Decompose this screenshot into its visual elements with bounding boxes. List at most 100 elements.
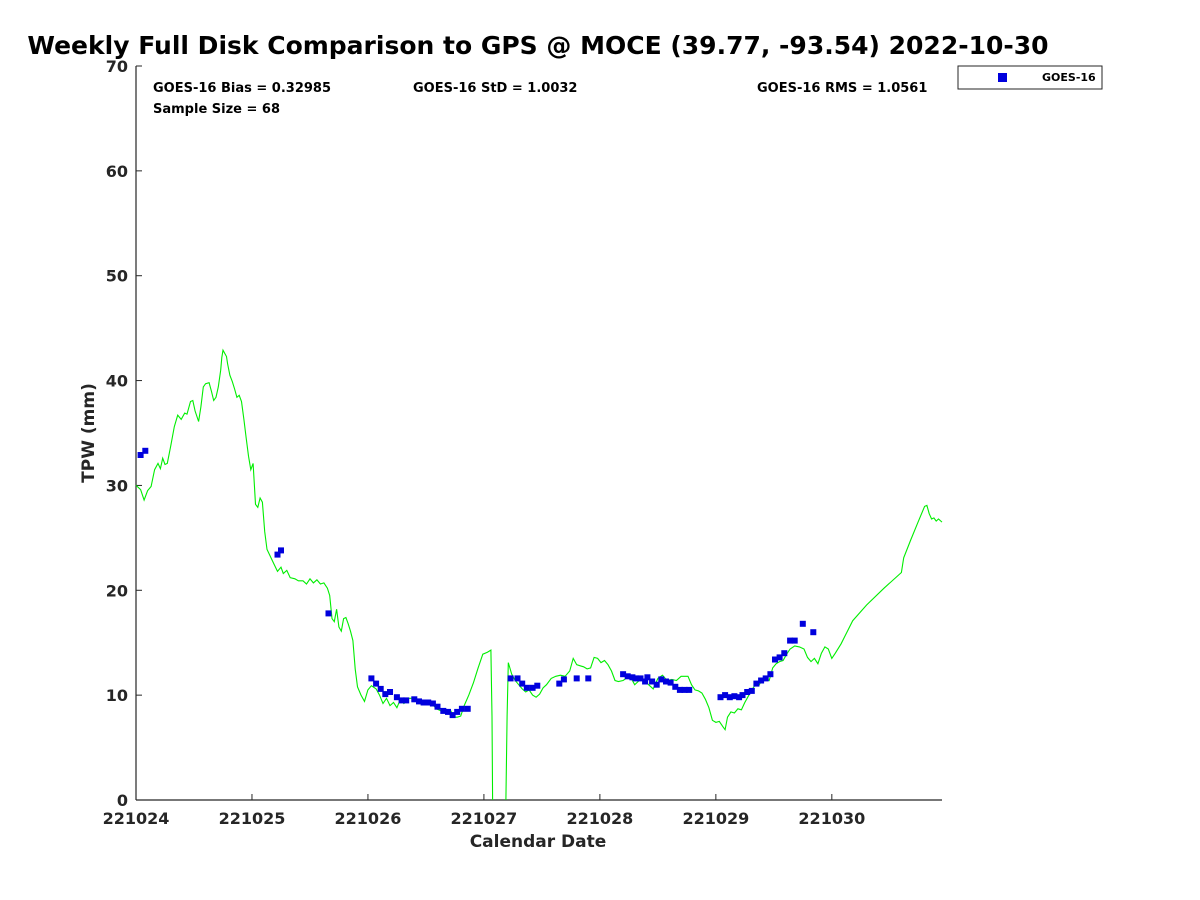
goes16-point bbox=[649, 678, 656, 685]
goes16-point bbox=[464, 705, 471, 712]
goes16-point bbox=[425, 699, 432, 706]
x-tick-label: 221029 bbox=[682, 809, 749, 828]
goes16-point bbox=[791, 637, 798, 644]
y-axis-ticks: 0 10 20 30 40 50 60 70 bbox=[106, 57, 142, 810]
goes16-point bbox=[560, 676, 567, 683]
goes16-point bbox=[772, 656, 778, 663]
goes16-point bbox=[519, 680, 526, 687]
goes16-point bbox=[523, 684, 530, 691]
goes16-point bbox=[325, 610, 332, 617]
goes16-point bbox=[382, 691, 389, 698]
y-tick-label: 50 bbox=[106, 267, 128, 286]
goes16-point bbox=[681, 686, 688, 693]
goes16-point bbox=[731, 693, 738, 700]
gps-line-segment bbox=[505, 504, 943, 801]
x-tick-label: 221028 bbox=[566, 809, 633, 828]
goes16-point bbox=[667, 679, 674, 686]
y-tick-label: 0 bbox=[117, 791, 128, 810]
goes16-point bbox=[377, 685, 384, 692]
goes16-point bbox=[278, 547, 284, 554]
goes16-point bbox=[672, 683, 679, 690]
goes16-point bbox=[585, 675, 592, 682]
goes16-point bbox=[637, 675, 644, 682]
goes16-point bbox=[373, 680, 380, 687]
goes16-point bbox=[274, 551, 281, 558]
goes16-point bbox=[776, 654, 783, 661]
goes16-point bbox=[717, 694, 724, 701]
goes16-point bbox=[556, 680, 563, 687]
goes16-point bbox=[368, 675, 375, 682]
goes16-point bbox=[658, 676, 665, 683]
goes16-point bbox=[787, 637, 794, 644]
goes16-point bbox=[781, 650, 788, 657]
goes16-point bbox=[663, 678, 669, 685]
goes16-point bbox=[507, 675, 514, 682]
goes16-point bbox=[420, 699, 427, 706]
y-axis-label: TPW (mm) bbox=[79, 383, 99, 483]
goes16-point bbox=[676, 686, 683, 693]
goes16-point bbox=[810, 629, 817, 636]
goes16-point bbox=[454, 708, 461, 715]
x-axis-ticks: 221024 221025 221026 221027 221028 221029 2210… bbox=[103, 794, 865, 828]
goes16-point bbox=[744, 689, 751, 695]
goes16-point bbox=[767, 671, 774, 678]
y-tick-label: 70 bbox=[106, 57, 128, 76]
goes16-point bbox=[411, 696, 418, 703]
goes16-point bbox=[624, 673, 631, 680]
std-stat: GOES-16 StD = 1.0032 bbox=[413, 81, 577, 96]
goes16-point bbox=[762, 675, 769, 682]
goes16-point bbox=[653, 681, 660, 688]
goes16-point bbox=[620, 671, 627, 678]
goes16-point bbox=[753, 680, 760, 687]
goes16-point bbox=[686, 686, 693, 693]
y-tick-label: 60 bbox=[106, 162, 128, 181]
goes16-point bbox=[434, 703, 441, 710]
y-tick-label: 20 bbox=[106, 581, 128, 600]
goes16-point bbox=[748, 687, 755, 694]
legend-label-goes16: GOES-16 bbox=[1042, 71, 1096, 84]
goes16-point bbox=[142, 447, 149, 454]
chart-title: Weekly Full Disk Comparison to GPS @ MOC… bbox=[27, 31, 1048, 60]
y-tick-label: 10 bbox=[106, 686, 128, 705]
goes16-point bbox=[629, 674, 636, 681]
x-tick-label: 221027 bbox=[451, 809, 518, 828]
x-tick-label: 221025 bbox=[219, 809, 286, 828]
goes16-point bbox=[726, 694, 733, 701]
goes16-point bbox=[445, 708, 451, 715]
x-tick-label: 221030 bbox=[798, 809, 865, 828]
rms-stat: GOES-16 RMS = 1.0561 bbox=[757, 81, 927, 96]
goes16-point bbox=[440, 707, 447, 714]
plot-axes bbox=[135, 66, 942, 801]
legend-marker-goes16 bbox=[998, 73, 1007, 82]
x-axis-label: Calendar Date bbox=[470, 832, 607, 852]
sample-size-stat: Sample Size = 68 bbox=[153, 102, 280, 117]
goes16-point bbox=[458, 705, 465, 712]
goes16-point bbox=[739, 692, 746, 699]
goes16-point bbox=[529, 684, 536, 691]
x-tick-label: 221024 bbox=[103, 809, 170, 828]
goes16-point bbox=[449, 712, 456, 719]
goes16-point bbox=[644, 674, 651, 681]
goes16-point bbox=[429, 700, 436, 707]
goes16-point bbox=[416, 698, 422, 705]
goes16-point bbox=[137, 452, 144, 458]
x-tick-label: 221026 bbox=[335, 809, 402, 828]
goes16-point bbox=[534, 682, 541, 689]
goes16-point bbox=[642, 678, 649, 685]
goes16-point bbox=[393, 694, 400, 701]
bias-stat: GOES-16 Bias = 0.32985 bbox=[153, 81, 331, 96]
goes16-points bbox=[137, 447, 817, 719]
y-tick-label: 40 bbox=[106, 372, 128, 391]
legend: GOES-16 bbox=[957, 65, 1103, 90]
goes16-point bbox=[403, 697, 410, 704]
goes16-point bbox=[736, 694, 743, 701]
goes16-point bbox=[398, 697, 405, 704]
goes16-point bbox=[758, 677, 765, 684]
y-tick-label: 30 bbox=[106, 476, 128, 495]
goes16-point bbox=[387, 689, 393, 695]
goes16-point bbox=[722, 692, 729, 699]
goes16-point bbox=[799, 620, 806, 627]
goes16-point bbox=[573, 675, 580, 682]
goes16-point bbox=[632, 675, 639, 682]
